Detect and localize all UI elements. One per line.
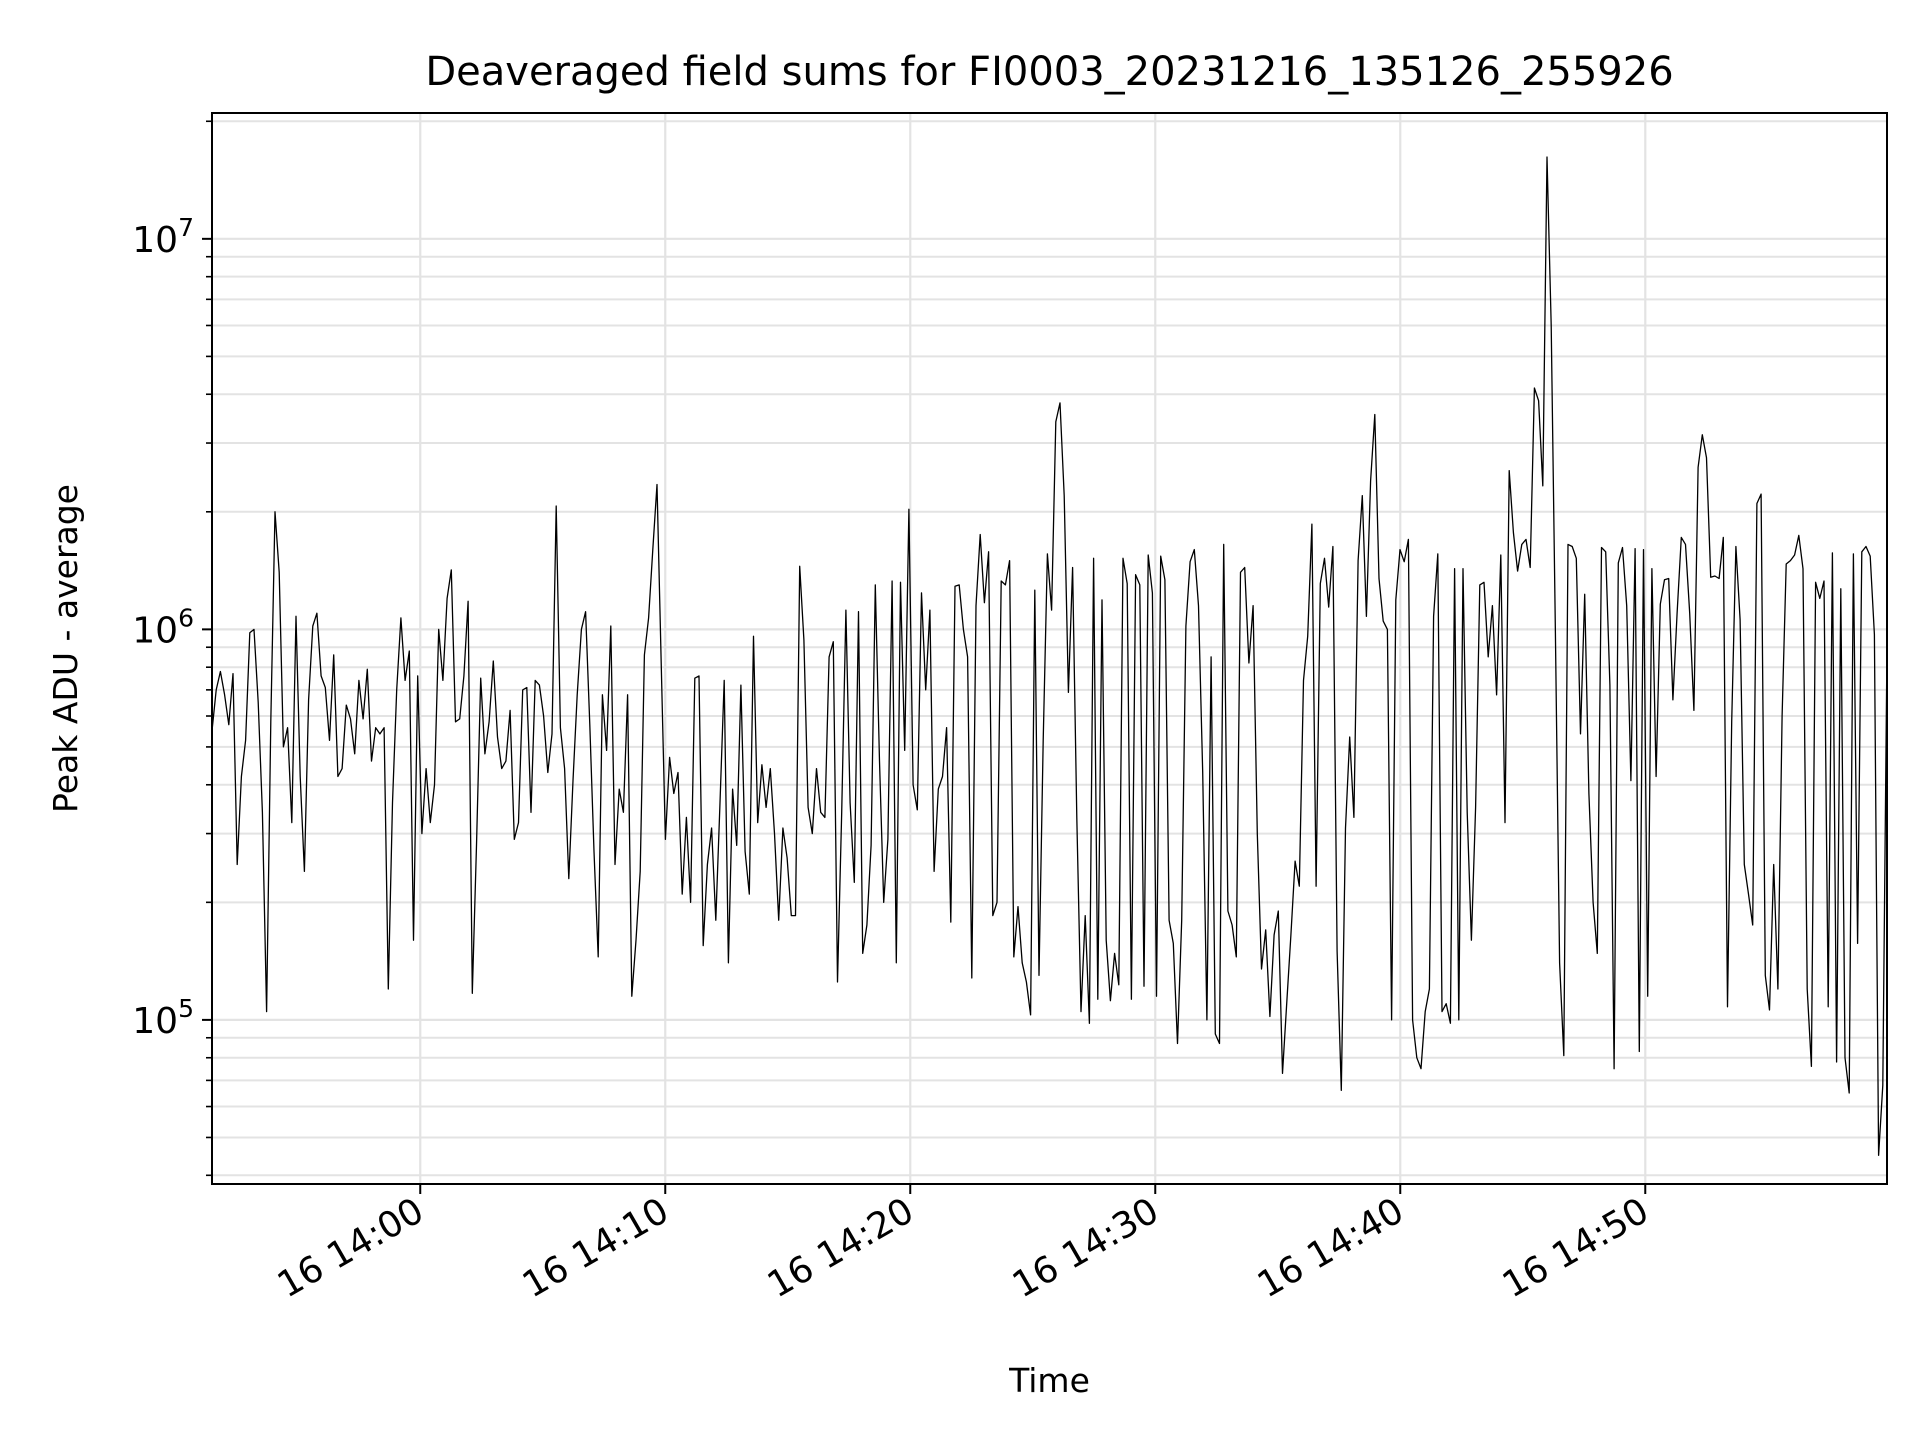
x-axis-label: Time	[1008, 1361, 1090, 1400]
y-tick-label: 106	[132, 603, 194, 651]
y-tick-label: 105	[132, 994, 194, 1042]
data-line	[211, 156, 1888, 1156]
y-tick-label: 107	[132, 213, 194, 261]
chart-title: Deaveraged field sums for FI0003_2023121…	[425, 49, 1673, 95]
series-layer	[211, 156, 1888, 1156]
grid	[212, 113, 1887, 1184]
plot-frame	[211, 112, 1888, 1185]
y-axis-label: Peak ADU - average	[46, 484, 85, 813]
